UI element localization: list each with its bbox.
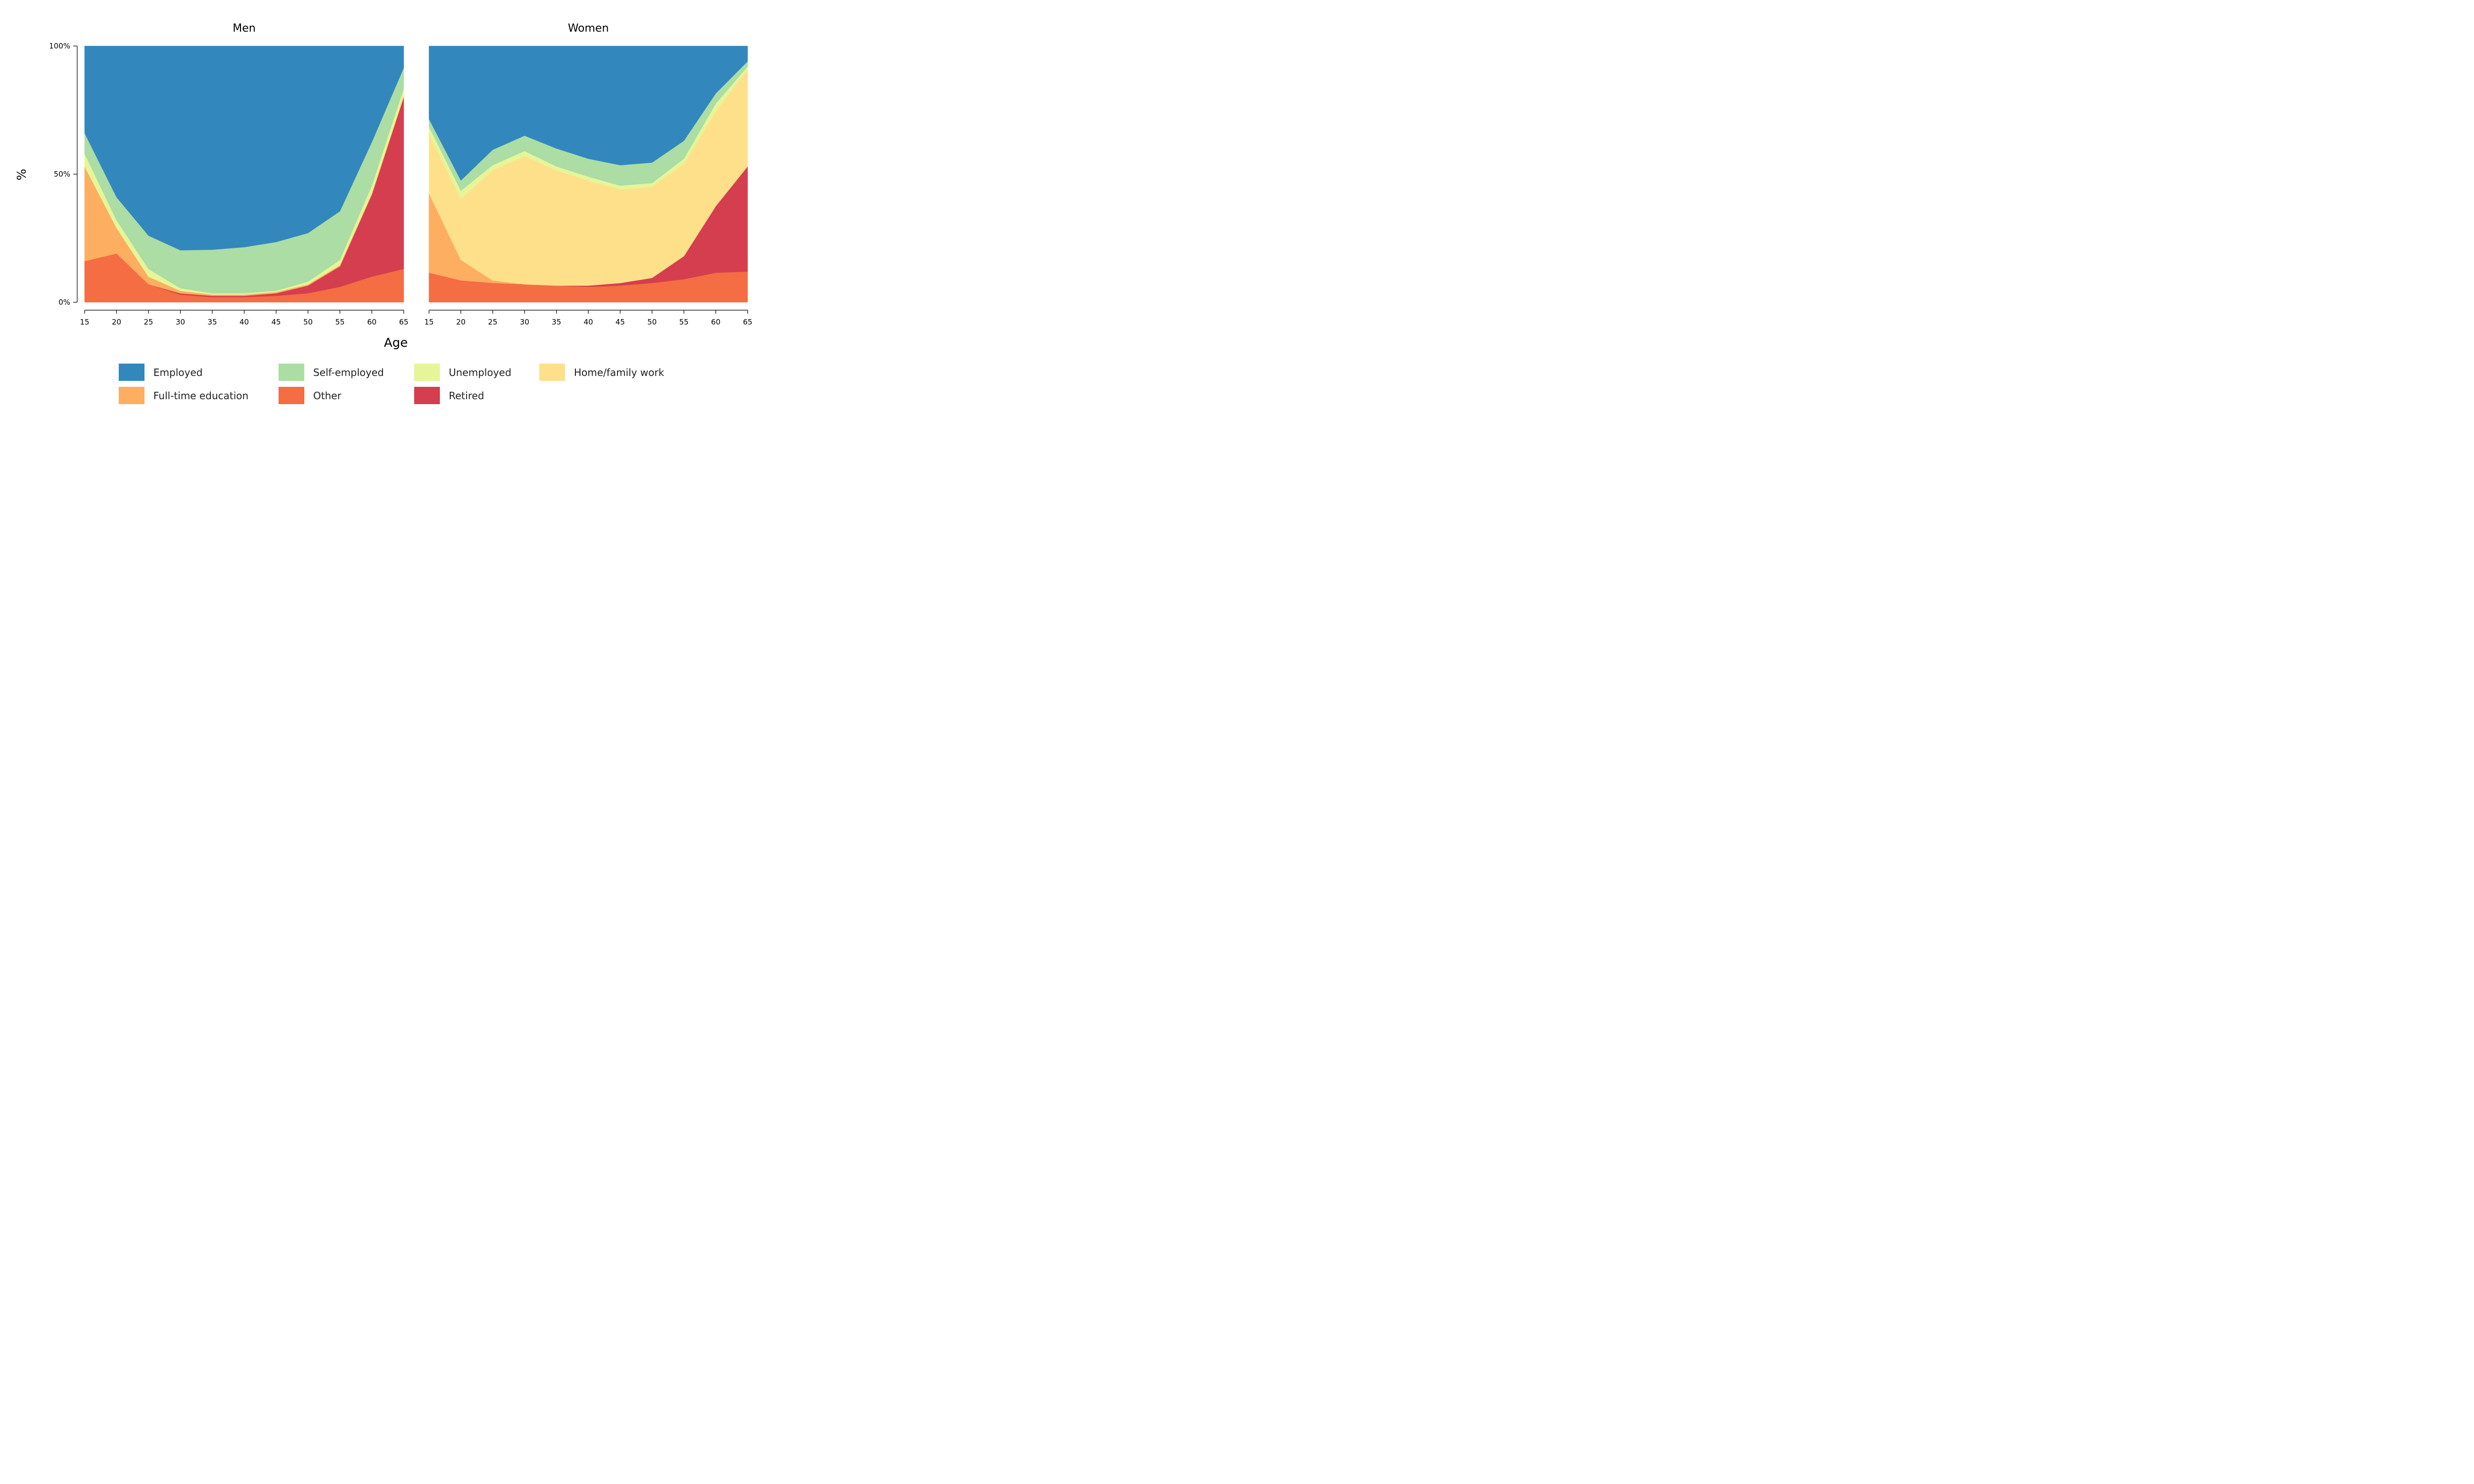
x-tick-label: 35 <box>552 318 561 326</box>
legend-swatch-employed <box>119 364 144 381</box>
x-tick-label: 55 <box>335 318 344 326</box>
legend-item-retired: Retired <box>414 387 484 404</box>
y-axis: 0% 50% 100% <box>49 42 78 307</box>
legend-label-employed: Employed <box>153 367 202 378</box>
legend-item-full-time-education: Full-time education <box>119 387 248 404</box>
legend-swatch-self-employed <box>279 364 304 381</box>
x-tick-label: 65 <box>743 318 752 326</box>
legend-swatch-other <box>279 387 304 404</box>
x-tick-label: 45 <box>616 318 625 326</box>
legend: Employed Self-employed Unemployed Home/fami… <box>119 364 665 404</box>
y-tick-label: 100% <box>49 42 70 50</box>
legend-swatch-full-time-education <box>119 387 144 404</box>
x-tick-label: 65 <box>399 318 408 326</box>
x-axis-title: Age <box>384 335 408 350</box>
x-tick-label: 45 <box>271 318 281 326</box>
legend-item-home-family-work: Home/family work <box>539 364 665 381</box>
legend-item-self-employed: Self-employed <box>279 364 384 381</box>
x-tick-label: 20 <box>456 318 466 326</box>
x-tick-label: 30 <box>176 318 185 326</box>
x-tick-label: 15 <box>80 318 89 326</box>
panel-title-women: Women <box>568 22 609 35</box>
legend-label-self-employed: Self-employed <box>313 367 384 378</box>
x-tick-label: 25 <box>488 318 497 326</box>
legend-item-other: Other <box>279 387 342 404</box>
x-tick-label: 60 <box>367 318 377 326</box>
x-tick-label: 30 <box>520 318 529 326</box>
legend-item-employed: Employed <box>119 364 202 381</box>
legend-label-unemployed: Unemployed <box>449 367 511 378</box>
y-axis-title: % <box>14 169 29 181</box>
panel-women: Women 15 20 25 30 35 40 45 50 55 60 65 <box>424 22 752 326</box>
x-tick-label: 55 <box>679 318 689 326</box>
area-men-employed <box>84 46 404 251</box>
legend-item-unemployed: Unemployed <box>414 364 511 381</box>
x-tick-label: 40 <box>239 318 249 326</box>
panel-title-men: Men <box>233 22 255 35</box>
legend-swatch-retired <box>414 387 440 404</box>
y-tick-label: 0% <box>58 298 70 307</box>
x-tick-label: 60 <box>711 318 720 326</box>
x-tick-label: 20 <box>112 318 121 326</box>
x-axis-women: 15 20 25 30 35 40 45 50 55 60 65 <box>424 310 753 326</box>
legend-label-home-family-work: Home/family work <box>574 367 665 378</box>
x-tick-label: 50 <box>647 318 657 326</box>
x-tick-label: 50 <box>303 318 313 326</box>
x-axis-men: 15 20 25 30 35 40 45 50 55 60 65 <box>80 310 409 326</box>
chart-panels: Men 15 20 25 30 35 40 45 50 55 60 65 Women 15 20 25 30 35… <box>80 22 752 326</box>
x-tick-label: 40 <box>583 318 593 326</box>
panel-men: Men 15 20 25 30 35 40 45 50 55 60 65 <box>80 22 408 326</box>
legend-swatch-unemployed <box>414 364 440 381</box>
legend-swatch-home-family-work <box>539 364 565 381</box>
y-tick-label: 50% <box>54 170 70 179</box>
legend-label-full-time-education: Full-time education <box>153 390 248 402</box>
x-tick-label: 25 <box>143 318 153 326</box>
x-tick-label: 15 <box>424 318 433 326</box>
legend-label-other: Other <box>313 390 342 402</box>
legend-label-retired: Retired <box>449 390 484 402</box>
chart-figure: Men 15 20 25 30 35 40 45 50 55 60 65 Women 15 20 25 30 35… <box>14 22 753 404</box>
area-women-employed <box>428 46 748 181</box>
x-tick-label: 35 <box>207 318 217 326</box>
